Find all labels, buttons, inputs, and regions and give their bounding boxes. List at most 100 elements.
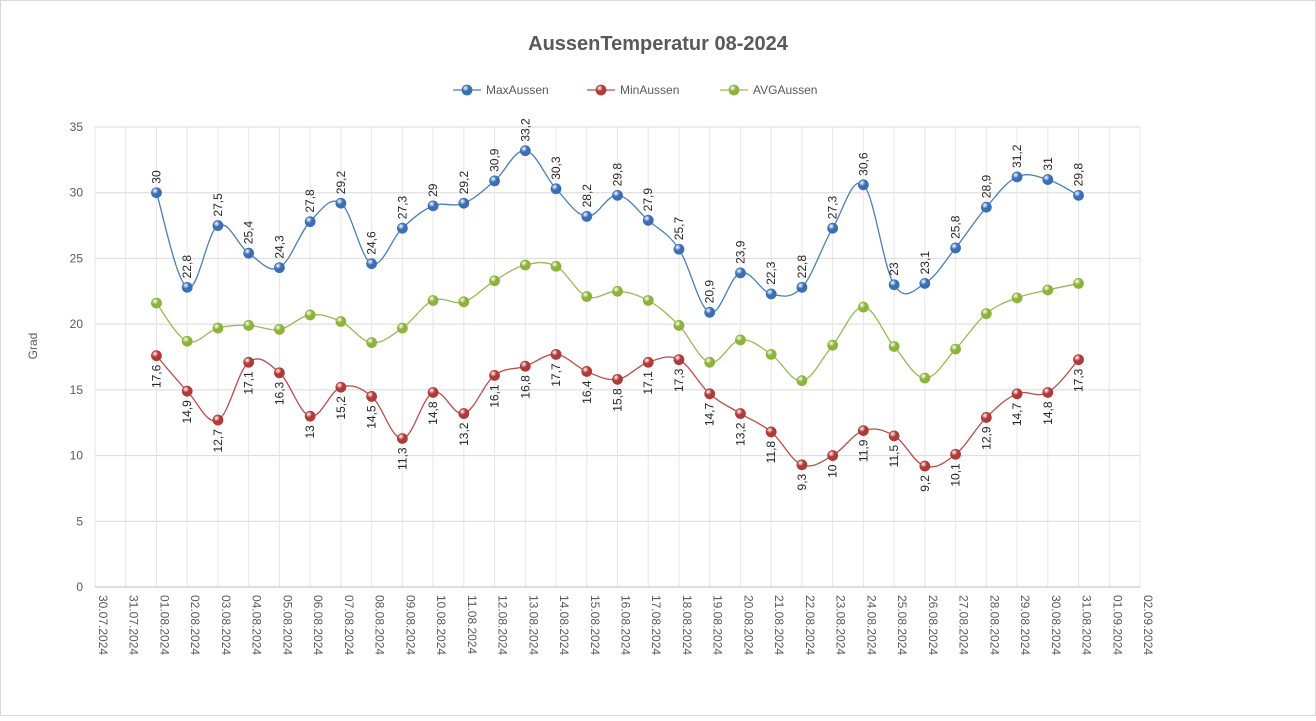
data-label-MaxAussen: 25,8 [949,215,963,239]
x-tick-label: 04.08.2024 [250,595,264,655]
x-tick-label: 26.08.2024 [926,595,940,655]
x-tick-label: 03.08.2024 [219,595,233,655]
x-tick-label: 06.08.2024 [311,595,325,655]
data-point-AVGAussen [519,259,531,271]
data-label-MaxAussen: 29,8 [1072,163,1086,187]
data-point-MaxAussen [857,179,869,191]
data-label-MinAussen: 16,1 [488,384,502,408]
x-tick-label: 07.08.2024 [342,595,356,655]
data-point-MinAussen [550,348,562,360]
data-point-MinAussen [827,450,839,461]
data-label-MinAussen: 12,7 [211,429,225,453]
data-point-AVGAussen [274,323,285,335]
data-label-MinAussen: 11,3 [395,447,409,470]
data-label-MinAussen: 13 [303,425,317,439]
data-label-MaxAussen: 23,1 [918,251,932,275]
data-label-MinAussen: 17,3 [672,368,686,392]
data-point-MaxAussen [950,242,961,254]
data-point-MinAussen [274,367,285,379]
data-label-MinAussen: 15,2 [334,396,348,420]
data-point-AVGAussen [335,316,347,327]
data-point-AVGAussen [642,295,654,306]
data-point-AVGAussen [1042,284,1054,296]
data-label-MaxAussen: 27,8 [303,189,317,213]
data-point-MaxAussen [735,267,746,279]
data-point-MaxAussen [304,216,316,228]
data-label-MaxAussen: 20,9 [703,280,717,304]
data-point-MinAussen [857,425,869,437]
data-label-MaxAussen: 30,6 [856,152,870,176]
x-tick-label: 09.08.2024 [403,595,417,655]
y-tick-label: 15 [70,383,84,397]
data-label-MinAussen: 16,4 [580,380,594,404]
data-label-MinAussen: 14,7 [1010,402,1024,426]
data-label-MinAussen: 11,9 [856,439,870,462]
x-tick-label: 14.08.2024 [557,595,571,655]
data-label-MaxAussen: 25,4 [242,220,256,244]
x-tick-label: 22.08.2024 [803,595,817,655]
data-label-MinAussen: 17,6 [149,364,163,388]
data-point-MinAussen [366,391,378,402]
x-tick-label: 21.08.2024 [772,595,786,655]
data-point-AVGAussen [704,356,716,368]
data-point-AVGAussen [980,308,992,320]
data-point-MaxAussen [612,189,623,201]
data-label-MaxAussen: 28,9 [979,174,993,198]
x-tick-label: 18.08.2024 [680,595,694,655]
y-tick-label: 20 [70,317,84,331]
data-label-MinAussen: 12,9 [979,426,993,450]
x-tick-label: 19.08.2024 [711,595,725,655]
x-tick-label: 15.08.2024 [588,595,602,655]
x-tick-label: 05.08.2024 [280,595,294,655]
data-point-AVGAussen [550,260,562,272]
legend-label-MinAussen: MinAussen [620,83,679,97]
data-point-MaxAussen [919,277,931,289]
data-label-MinAussen: 9,3 [795,473,809,490]
data-point-MinAussen [919,460,931,472]
data-label-MinAussen: 10,1 [949,463,963,487]
data-point-MinAussen [243,356,255,368]
data-point-AVGAussen [181,335,193,347]
data-label-MaxAussen: 22,8 [180,255,194,279]
x-tick-label: 13.08.2024 [526,595,540,655]
x-tick-label: 10.08.2024 [434,595,448,655]
y-axis: 0 5 10 15 20 25 30 35 [70,120,84,594]
data-label-MaxAussen: 29,2 [334,171,348,195]
data-point-MinAussen [212,414,224,426]
data-point-AVGAussen [673,320,685,331]
data-point-MinAussen [642,356,654,368]
data-point-MaxAussen [796,281,808,293]
data-point-AVGAussen [857,301,869,313]
data-point-MaxAussen [827,222,839,234]
data-point-MinAussen [458,408,470,419]
data-point-MinAussen [396,433,408,444]
chart-title: AussenTemperatur 08-2024 [528,33,789,55]
data-label-MinAussen: 16,3 [272,381,286,405]
x-tick-label: 27.08.2024 [957,595,971,655]
data-point-MinAussen [796,459,808,471]
x-tick-label: 31.08.2024 [1080,595,1094,655]
data-label-MinAussen: 17,3 [1072,368,1086,392]
x-tick-label: 29.08.2024 [1018,595,1032,655]
x-tick-label: 02.08.2024 [188,595,202,655]
data-point-MaxAussen [519,145,531,157]
data-point-MaxAussen [335,197,347,209]
data-label-MaxAussen: 31,2 [1010,144,1024,168]
data-label-MaxAussen: 22,3 [764,261,778,285]
data-point-MaxAussen [673,243,685,255]
data-point-MaxAussen [1073,189,1084,201]
data-point-MaxAussen [550,183,562,195]
x-tick-label: 25.08.2024 [895,595,909,655]
data-label-MinAussen: 11,8 [764,441,778,464]
data-label-MinAussen: 15,8 [611,388,625,412]
data-point-MinAussen [427,387,439,398]
data-label-MaxAussen: 31 [1041,157,1055,171]
y-tick-label: 0 [76,580,83,594]
x-tick-label: 08.08.2024 [373,595,387,655]
legend-label-AVGAussen: AVGAussen [753,83,817,97]
data-point-MinAussen [1073,354,1084,366]
data-label-MinAussen: 17,7 [549,363,563,387]
data-label-MinAussen: 11,5 [887,445,901,468]
data-point-MaxAussen [274,262,285,274]
